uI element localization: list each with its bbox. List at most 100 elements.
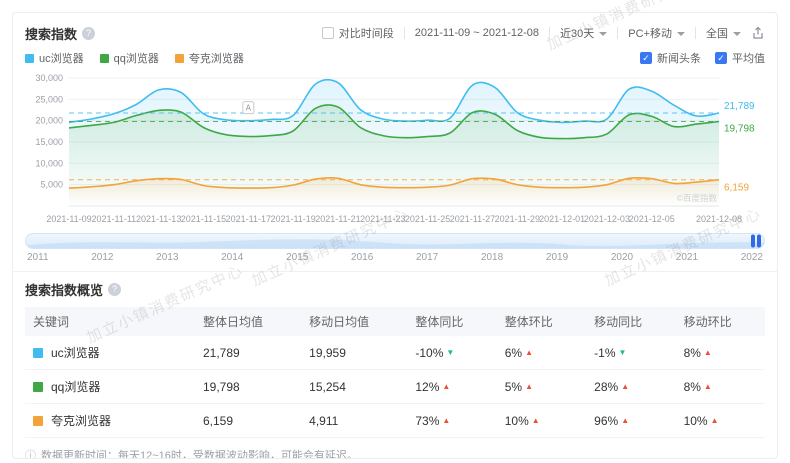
slider-handle[interactable] — [751, 234, 761, 248]
year-label: 2012 — [91, 252, 114, 263]
svg-text:5,000: 5,000 — [40, 180, 63, 190]
svg-text:2021-11-29: 2021-11-29 — [495, 214, 540, 224]
year-label: 2019 — [545, 252, 569, 263]
page-title-text: 搜索指数 — [25, 26, 78, 42]
avg-value-cell: 15,254 — [301, 369, 408, 404]
column-header-6: 移动环比 — [675, 307, 765, 336]
year-label: 2011 — [27, 252, 49, 263]
column-header-4: 整体环比 — [496, 307, 587, 336]
table-row: qq浏览器 19,798 15,254 12% ▲ 5% ▲ 28% ▲ 8% ▲ — [25, 369, 765, 404]
export-icon[interactable] — [751, 26, 765, 40]
avg-label-1: 19,798 — [724, 124, 755, 135]
arrow-down-icon: ▼ — [446, 348, 455, 357]
year-label: 2014 — [221, 252, 244, 263]
toggle-0[interactable]: ✓ 新闻头条 — [640, 50, 701, 66]
chart-toggles: ✓ 新闻头条 ✓ 平均值 — [640, 50, 765, 66]
legend-swatch — [25, 53, 34, 63]
chevron-down-icon — [677, 31, 685, 36]
overview-title-text: 搜索指数概览 — [25, 283, 104, 298]
checkbox-icon[interactable] — [321, 27, 334, 39]
change-cell: 96% ▲ — [586, 403, 676, 438]
data-note-text: 数据更新时间：每天12~16时，受数据波动影响，可能会有延迟。 — [41, 450, 358, 459]
legend-label: 夸克浏览器 — [188, 53, 244, 65]
search-index-chart[interactable]: 5,000 10,000 15,000 20,000 25,000 30,000 2021-… — [25, 70, 767, 230]
svg-text:2021-11-09: 2021-11-09 — [46, 214, 91, 224]
change-cell: -10% ▼ — [407, 336, 497, 370]
svg-text:2021-11-11: 2021-11-11 — [91, 214, 136, 224]
series-area-2 — [69, 177, 719, 206]
keyword-swatch — [33, 347, 43, 358]
keyword-cell[interactable]: qq浏览器 — [33, 378, 187, 395]
avg-value-cell: 21,789 — [195, 336, 302, 370]
legend-item-2[interactable]: 夸克浏览器 — [174, 50, 244, 66]
change-value: 5% — [504, 379, 523, 394]
divider — [549, 27, 551, 39]
year-label: 2020 — [610, 252, 634, 263]
year-label: 2018 — [480, 252, 504, 263]
table-row: 夸克浏览器 6,159 4,911 73% ▲ 10% ▲ 96% ▲ 10% ▲ — [25, 403, 765, 438]
year-label: 2013 — [156, 252, 179, 263]
section-divider — [13, 271, 777, 272]
svg-text:2021-12-05: 2021-12-05 — [629, 214, 675, 224]
change-value: 28% — [594, 379, 619, 394]
avg-label-0: 21,789 — [724, 101, 755, 112]
svg-text:2021-11-23: 2021-11-23 — [360, 214, 405, 224]
svg-text:15,000: 15,000 — [35, 137, 63, 147]
column-header-0: 关键词 — [25, 307, 195, 336]
date-range[interactable]: 2021-11-09 ~ 2021-12-08 — [414, 27, 540, 39]
column-header-2: 移动日均值 — [301, 307, 408, 336]
overview-table: 关键词 整体日均值 移动日均值 整体同比 整体环比 移动同比 移动环比 uc浏览器 21,78… — [25, 307, 765, 438]
checkbox-icon[interactable]: ✓ — [715, 52, 727, 64]
change-value: 12% — [415, 379, 440, 394]
arrow-up-icon: ▲ — [703, 382, 712, 391]
keyword-cell[interactable]: 夸克浏览器 — [33, 412, 187, 429]
svg-text:30,000: 30,000 — [35, 73, 63, 83]
avg-value-cell: 4,911 — [301, 403, 408, 438]
help-icon[interactable]: ? — [108, 283, 122, 296]
svg-text:25,000: 25,000 — [35, 94, 63, 104]
change-cell: -1% ▼ — [586, 336, 676, 370]
legend-item-0[interactable]: uc浏览器 — [25, 50, 84, 66]
search-index-card: 搜索指数 ? 对比时间段 2021-11-09 ~ 2021-12-08 近30… — [12, 12, 778, 459]
arrow-up-icon: ▲ — [703, 348, 712, 357]
year-label: 2021 — [675, 252, 699, 263]
arrow-up-icon: ▲ — [621, 382, 630, 391]
arrow-up-icon: ▲ — [525, 348, 534, 357]
keyword-label: 夸克浏览器 — [51, 414, 112, 428]
column-header-1: 整体日均值 — [195, 307, 302, 336]
help-icon[interactable]: ? — [82, 26, 96, 40]
change-value: 73% — [415, 413, 440, 428]
compare-period-label: 对比时间段 — [338, 28, 394, 40]
toggle-label: 平均值 — [732, 53, 765, 65]
column-header-3: 整体同比 — [407, 307, 497, 336]
event-marker-A[interactable]: A — [242, 101, 255, 115]
legend-label: qq浏览器 — [113, 53, 159, 65]
time-range-dropdown[interactable]: 近30天 — [560, 25, 608, 41]
change-cell: 8% ▲ — [675, 336, 765, 370]
arrow-down-icon: ▼ — [618, 348, 627, 357]
arrow-up-icon: ▲ — [525, 382, 534, 391]
change-value: 10% — [504, 413, 529, 428]
legend-swatch — [174, 53, 184, 63]
legend-swatch — [99, 53, 109, 63]
keyword-label: uc浏览器 — [51, 346, 100, 360]
svg-text:A: A — [246, 104, 252, 113]
data-note: ⓘ 数据更新时间：每天12~16时，受数据波动影响，可能会有延迟。 — [25, 447, 765, 459]
checkbox-icon[interactable]: ✓ — [640, 52, 652, 64]
device-dropdown[interactable]: PC+移动 — [628, 25, 685, 41]
chart-header: 搜索指数 ? 对比时间段 2021-11-09 ~ 2021-12-08 近30… — [25, 21, 765, 45]
chevron-down-icon — [599, 31, 608, 36]
timeline-slider[interactable] — [25, 233, 765, 249]
compare-period-checkbox[interactable]: 对比时间段 — [321, 25, 394, 41]
keyword-cell[interactable]: uc浏览器 — [33, 344, 187, 361]
timeline-minimap — [26, 239, 764, 248]
legend-item-1[interactable]: qq浏览器 — [99, 50, 159, 66]
table-body: uc浏览器 21,789 19,959 -10% ▼ 6% ▲ -1% ▼ 8% ▲ qq浏览器 19,… — [25, 336, 765, 438]
region-value: 全国 — [706, 28, 728, 40]
toggle-1[interactable]: ✓ 平均值 — [715, 50, 765, 66]
svg-text:2021-11-13: 2021-11-13 — [136, 214, 181, 224]
svg-text:2021-11-25: 2021-11-25 — [405, 214, 450, 224]
region-dropdown[interactable]: 全国 — [706, 25, 741, 41]
keyword-label: qq浏览器 — [51, 380, 101, 394]
info-icon: ⓘ — [25, 450, 36, 459]
